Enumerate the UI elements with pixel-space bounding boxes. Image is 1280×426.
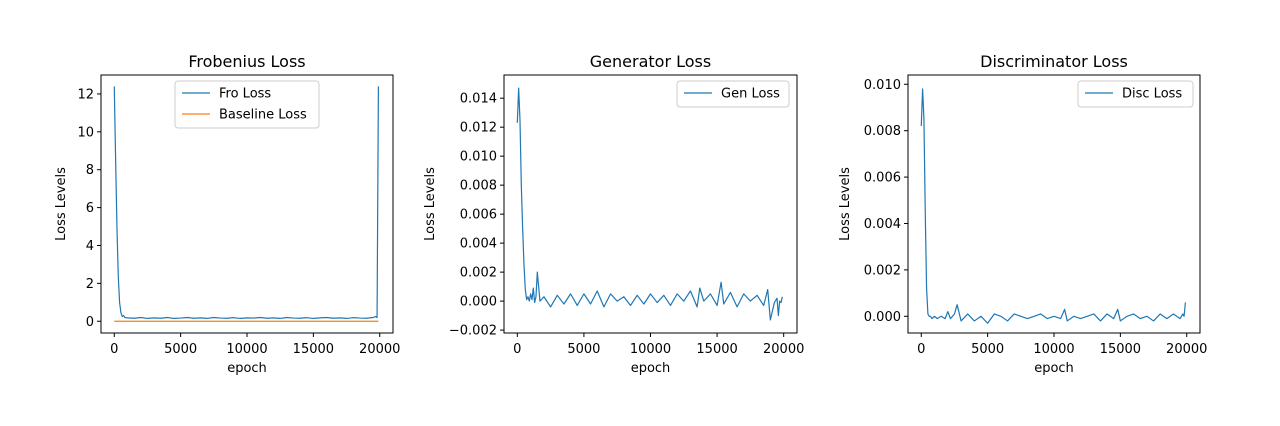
x-tick-label: 5000 [567, 342, 600, 357]
legend: Disc Loss [1077, 80, 1194, 108]
x-axis-label: epoch [1034, 361, 1074, 376]
legend: Fro Loss Baseline Loss [174, 80, 320, 129]
y-tick-label: 0.006 [460, 208, 497, 223]
legend-box [676, 80, 790, 108]
legend-label: Baseline Loss [219, 108, 307, 123]
y-tick-label: 0.004 [460, 237, 497, 252]
x-tick-label: 10000 [630, 342, 671, 357]
legend-label: Fro Loss [219, 87, 271, 102]
y-axis-label: Loss Levels [423, 167, 438, 241]
chart-title: Frobenius Loss [188, 52, 305, 71]
legend: Gen Loss [676, 80, 790, 108]
y-tick-label: 8 [86, 163, 94, 178]
x-tick-label: 0 [917, 342, 925, 357]
y-tick-label: 0.000 [460, 295, 497, 310]
x-tick-label: 15000 [1100, 342, 1141, 357]
y-axis-label: Loss Levels [838, 167, 853, 241]
y-tick-label: 0.010 [864, 78, 901, 93]
y-axis-label: Loss Levels [54, 167, 69, 241]
x-tick-label: 5000 [164, 342, 197, 357]
y-tick-label: 2 [86, 277, 94, 292]
x-tick-label: 15000 [293, 342, 334, 357]
x-tick-label: 0 [513, 342, 521, 357]
y-tick-label: 12 [77, 87, 94, 102]
y-tick-label: 6 [86, 201, 94, 216]
chart-panel-3: Discriminator Loss 0 5000 10000 15000 20000 0.… [838, 52, 1207, 376]
chart-panel-1: Frobenius Loss 0 5000 10000 15000 20000 0 2 4 6 8 1… [54, 52, 400, 376]
y-tick-label: 0.006 [864, 171, 901, 186]
y-tick-label: 0.000 [864, 310, 901, 325]
x-tick-label: 20000 [359, 342, 400, 357]
series-line-1 [920, 88, 1186, 324]
x-tick-label: 20000 [1166, 342, 1207, 357]
x-tick-label: 5000 [971, 342, 1004, 357]
y-tick-label: 0.002 [460, 266, 497, 281]
legend-box [1077, 80, 1194, 108]
legend-label: Disc Loss [1122, 87, 1182, 102]
plot-frame [907, 74, 1201, 334]
y-tick-label: 4 [86, 239, 94, 254]
x-axis-label: epoch [631, 361, 671, 376]
y-tick-label: 0.004 [864, 217, 901, 232]
chart-title: Discriminator Loss [980, 52, 1128, 71]
y-tick-label: 0.002 [864, 263, 901, 278]
legend-box [174, 80, 320, 129]
x-tick-label: 0 [110, 342, 118, 357]
chart-title: Generator Loss [590, 52, 711, 71]
x-tick-label: 10000 [1033, 342, 1074, 357]
series-line-1 [516, 87, 783, 321]
x-axis-label: epoch [227, 361, 267, 376]
y-tick-label: 0 [86, 315, 94, 330]
y-tick-label: 0.014 [460, 92, 497, 107]
y-tick-label: 0.008 [460, 179, 497, 194]
y-tick-label: 0.010 [460, 150, 497, 165]
chart-panel-2: Generator Loss 0 5000 10000 15000 20000 −0.002… [423, 52, 804, 376]
series-line-1 [113, 86, 379, 320]
y-tick-label: −0.002 [449, 324, 497, 339]
legend-label: Gen Loss [721, 87, 780, 102]
y-tick-label: 0.008 [864, 124, 901, 139]
y-tick-label: 0.012 [460, 121, 497, 136]
y-tick-label: 10 [77, 125, 94, 140]
x-tick-label: 10000 [226, 342, 267, 357]
x-tick-label: 15000 [696, 342, 737, 357]
x-tick-label: 20000 [763, 342, 804, 357]
